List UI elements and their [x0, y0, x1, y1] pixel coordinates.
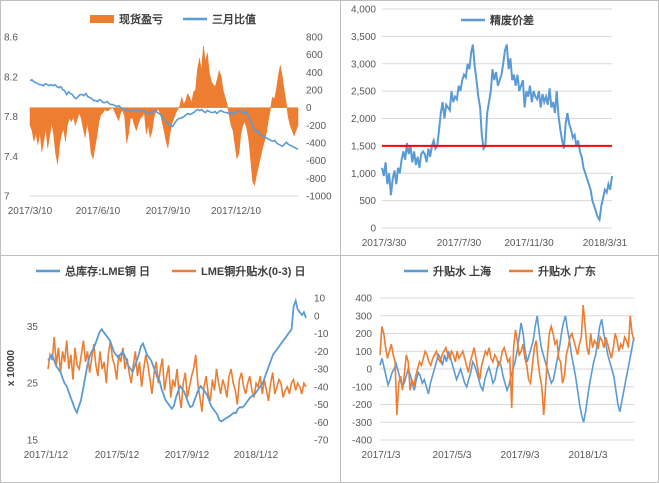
y-tick-label: 600: [306, 50, 323, 61]
chart-2-refined-scrap-spread: 4,000 3,500 3,000 2,500 2,000 1,500 1,000 500 0 2…: [351, 5, 628, 250]
y-tick-label: 400: [306, 68, 323, 79]
series-line-spread: [381, 44, 613, 223]
y-tick-label: 2,000: [351, 114, 376, 125]
y-tick-label: 35: [27, 322, 39, 333]
y-tick-label: 1,000: [351, 169, 376, 180]
y-tick-label: 100: [355, 347, 372, 358]
y-tick-label: -400: [352, 436, 372, 447]
x-tick-label: 2017/3/30: [362, 238, 407, 249]
y-tick-label: 1,500: [351, 141, 376, 152]
y-tick-label: -20: [314, 347, 329, 358]
y-tick-label: 7.8: [4, 112, 18, 123]
y-tick-label: 3,500: [351, 32, 376, 43]
x-tick-label: 2017/9/3: [501, 450, 540, 461]
y-tick-label: 0: [314, 311, 320, 322]
x-tick-label: 2017/1/3: [362, 450, 401, 461]
y-tick-label: 300: [355, 311, 372, 322]
legend-label: 升贴水 上海: [433, 264, 491, 278]
y-tick-label: -400: [306, 139, 326, 150]
legend-swatch: [90, 15, 114, 23]
legend-label: 升贴水 广东: [538, 264, 596, 278]
y-tick-label: 0: [370, 224, 376, 235]
x-tick-label: 2018/3/31: [583, 238, 628, 249]
x-tick-label: 2018/1/12: [234, 450, 279, 461]
y-tick-label: 25: [27, 379, 39, 390]
y-tick-label: 8.6: [4, 33, 18, 44]
y-tick-label: 10: [314, 294, 326, 305]
y-tick-label: 7.4: [4, 152, 18, 163]
y-tick-label: -40: [314, 382, 329, 393]
y-tick-label: 200: [306, 86, 323, 97]
legend-label: 三月比值: [212, 12, 256, 26]
x-tick-label: 2017/5/3: [433, 450, 472, 461]
x-tick-label: 2017/9/10: [146, 206, 191, 217]
y-tick-label: -70: [314, 436, 329, 447]
y-tick-label: 500: [359, 196, 376, 207]
y-tick-label: -200: [352, 400, 372, 411]
y-tick-label: -30: [314, 365, 329, 376]
y-tick-label: -100: [352, 382, 372, 393]
x-tick-label: 2017/6/10: [76, 206, 121, 217]
series-line-march-ratio: [29, 78, 299, 151]
x-tick-label: 2017/9/12: [165, 450, 210, 461]
y-tick-label: -60: [314, 418, 329, 429]
panel-frame-3: [0, 255, 341, 483]
y-tick-label: 15: [27, 436, 39, 447]
legend-label: 精废价差: [490, 13, 534, 27]
y-tick-label: -50: [314, 400, 329, 411]
x-tick-label: 2017/12/10: [211, 206, 261, 217]
chart-4-shanghai-guangdong-premium: 400 300 200 100 0 -100 -200 -300 -400 2017/1/3 201…: [352, 264, 635, 461]
y-tick-label: -300: [352, 418, 372, 429]
series-area-spot-profit: [29, 45, 299, 187]
y-axis-title: x 10000: [6, 349, 17, 386]
series-line-lme-stock: [47, 297, 307, 423]
x-tick-label: 2017/5/12: [95, 450, 140, 461]
x-tick-label: 2017/7/30: [437, 238, 482, 249]
panel-frame-2: [340, 0, 659, 256]
y-tick-label: 4,000: [351, 5, 376, 16]
y-tick-label: 0: [366, 365, 372, 376]
legend-label: 现货盈亏: [119, 12, 163, 26]
x-tick-label: 2017/1/12: [24, 450, 69, 461]
y-tick-label: 0: [306, 103, 312, 114]
x-tick-label: 2018/1/3: [569, 450, 608, 461]
y-tick-label: 400: [355, 294, 372, 305]
series-line-guangdong: [379, 305, 635, 416]
chart-1-spot-profit: 8.6 8.2 7.8 7.4 7 800 600 400 200 0 -200 -400 -600 -8…: [4, 12, 332, 217]
y-tick-label: 2,500: [351, 87, 376, 98]
x-tick-label: 2017/11/30: [504, 238, 554, 249]
y-tick-label: -10: [314, 329, 329, 340]
series-line-lme-premium: [47, 337, 307, 412]
y-tick-label: 200: [355, 329, 372, 340]
y-tick-label: -800: [306, 174, 326, 185]
y-tick-label: -200: [306, 121, 326, 132]
legend-label: 总库存:LME铜 日: [65, 264, 150, 278]
y-tick-label: 800: [306, 33, 323, 44]
chart-3-lme-stock-premium: 35 25 15 10 0 -10 -20 -30 -40 -50 -60 -70 2017/1/12 2…: [6, 264, 329, 461]
y-tick-label: 8.2: [4, 72, 18, 83]
y-tick-label: 3,000: [351, 59, 376, 70]
x-tick-label: 2017/3/10: [8, 206, 53, 217]
series-line-shanghai: [379, 315, 635, 423]
y-tick-label: -600: [306, 156, 326, 167]
legend-label: LME铜升贴水(0-3) 日: [201, 264, 306, 278]
y-tick-label: 7: [4, 192, 10, 203]
y-tick-label: -1000: [306, 192, 332, 203]
